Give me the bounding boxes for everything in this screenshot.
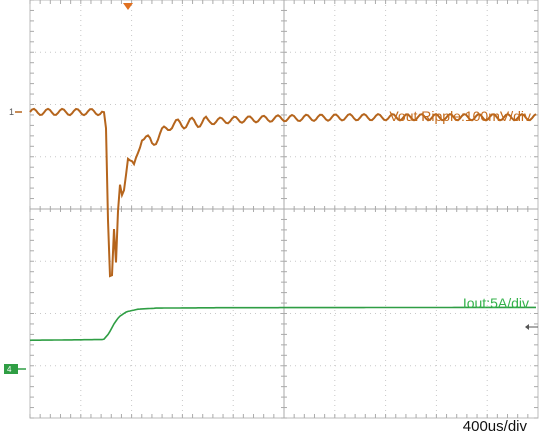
- iout-channel-label: Iout:5A/div: [463, 295, 529, 311]
- right-edge-arrowhead: [525, 324, 529, 330]
- ch4-marker-label: 4: [7, 365, 12, 374]
- trigger-position-marker: [123, 3, 133, 10]
- ch4-marker-box: [4, 364, 18, 374]
- graticule: [29, 0, 539, 419]
- iout-trace: [29, 306, 536, 342]
- traces: [29, 107, 537, 342]
- vout-ripple-trace: [29, 107, 537, 278]
- vout-channel-label: Vout Ripple:100mV/div: [389, 108, 531, 124]
- timebase-label: 400us/div: [463, 418, 528, 435]
- ch1-marker-label: 1: [9, 107, 14, 117]
